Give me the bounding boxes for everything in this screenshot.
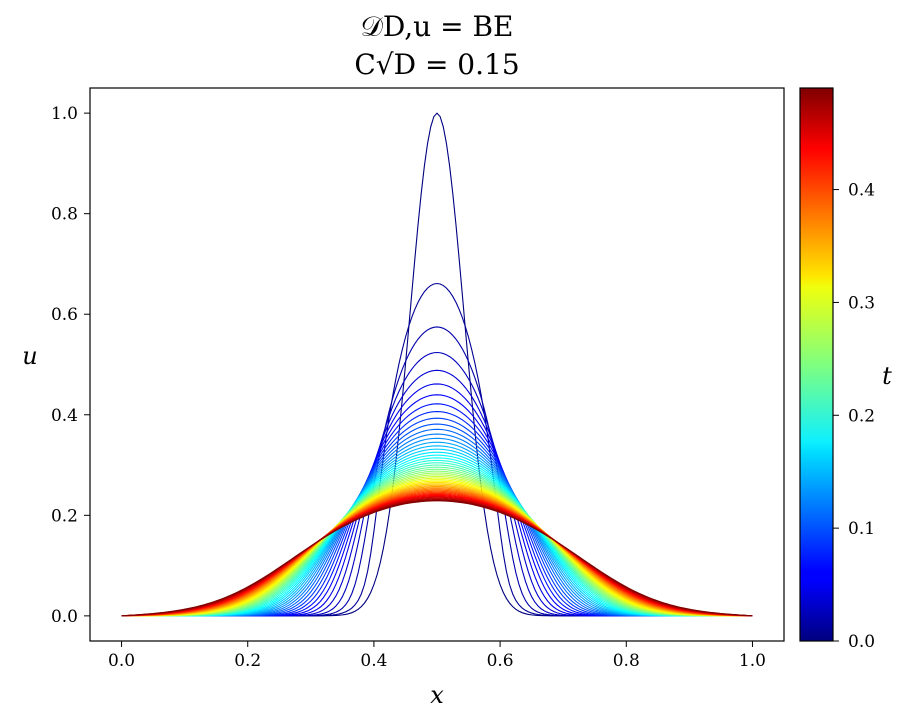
solution-curve (121, 492, 753, 617)
solution-curve (121, 480, 753, 617)
y-tick-label: 0.4 (51, 406, 78, 426)
x-tick-label: 0.6 (487, 651, 514, 671)
chart-title-line1: 𝒟D,u = BE (360, 10, 513, 43)
colorbar-gradient (800, 88, 833, 641)
solution-curve (121, 490, 753, 617)
plot-frame (89, 87, 785, 642)
y-tick-label: 0.8 (51, 205, 78, 225)
plot-background (90, 88, 784, 641)
solution-curve (121, 491, 753, 617)
colorbar-tick-label: 0.2 (848, 406, 875, 426)
solution-curve (121, 487, 753, 617)
colorbar-tick-label: 0.0 (848, 632, 875, 652)
chart-title-line2: C√D = 0.15 (354, 48, 519, 81)
solution-curve (121, 489, 753, 617)
x-tick-label: 0.4 (360, 651, 387, 671)
solution-curve (121, 479, 753, 617)
solution-curve (121, 472, 753, 617)
colorbar-tick-label: 0.1 (848, 519, 875, 539)
solution-curve (121, 488, 753, 617)
x-axis-label: x (430, 681, 444, 709)
x-tick-label: 0.2 (234, 651, 261, 671)
solution-curve (121, 500, 753, 617)
y-tick-label: 0.6 (51, 305, 78, 325)
solution-curve (121, 477, 753, 617)
y-tick-label: 0.0 (51, 607, 78, 627)
colorbar-ticks: 0.0 0.1 0.2 0.3 0.4 (833, 181, 875, 652)
curve-group (121, 112, 753, 617)
solution-curve (121, 474, 753, 617)
solution-curve (121, 481, 753, 617)
y-tick-label: 0.2 (51, 506, 78, 526)
y-tick-label: 1.0 (51, 104, 78, 124)
x-tick-label: 0.0 (108, 651, 135, 671)
solution-curve (121, 483, 753, 617)
colorbar: 0.0 0.1 0.2 0.3 0.4 (799, 87, 875, 652)
x-axis-ticks: 0.0 0.2 0.4 0.6 0.8 1.0 (108, 641, 766, 671)
solution-curve (121, 484, 753, 617)
y-axis-label: u (22, 342, 37, 370)
solution-curve (121, 475, 753, 617)
y-axis-ticks: 0.0 0.2 0.4 0.6 0.8 1.0 (51, 104, 90, 627)
x-tick-label: 0.8 (613, 651, 640, 671)
colorbar-frame (799, 87, 834, 642)
solution-curve (121, 493, 753, 617)
plot-area: 0.0 0.2 0.4 0.6 0.8 1.0 0.0 0.2 0.4 0.6 0.8 1.0 (51, 87, 785, 671)
colorbar-label: t (882, 362, 892, 390)
x-tick-label: 1.0 (739, 651, 766, 671)
solution-curve (121, 485, 753, 617)
colorbar-tick-label: 0.3 (848, 293, 875, 313)
colorbar-tick-label: 0.4 (848, 181, 875, 201)
